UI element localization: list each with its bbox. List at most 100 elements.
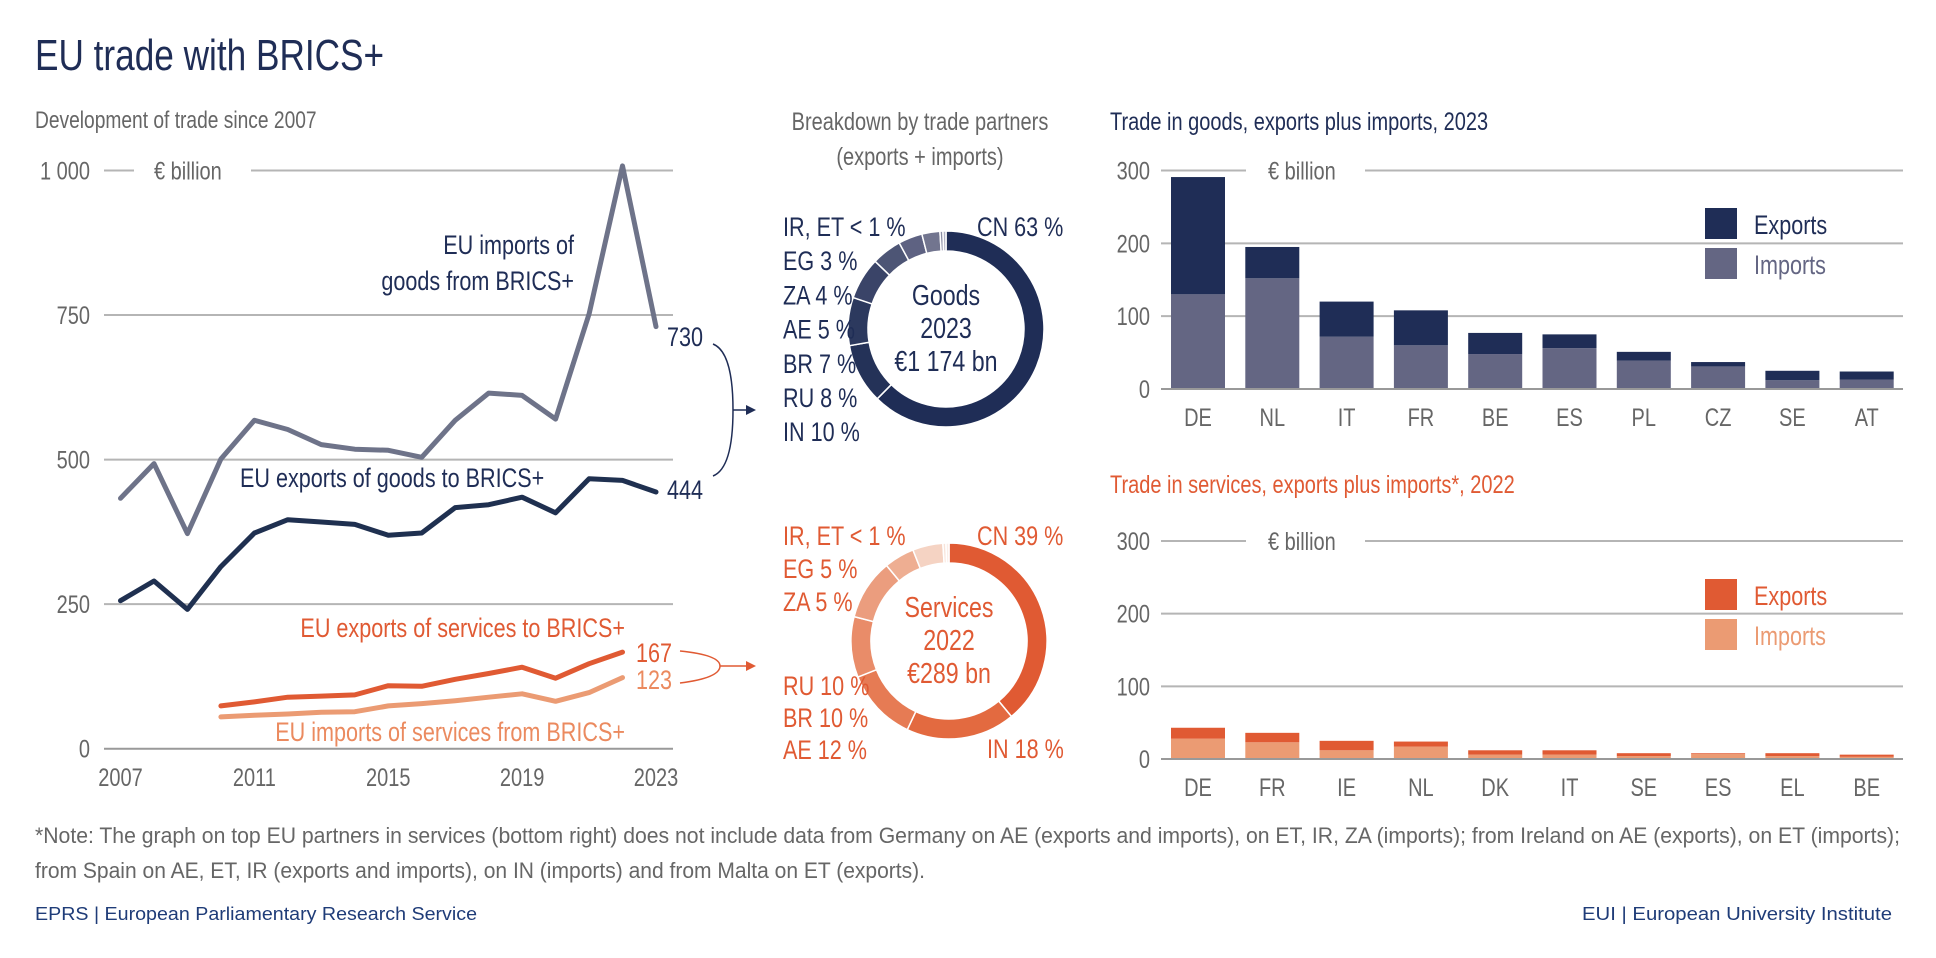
- x-tick-label: FR: [1259, 774, 1286, 802]
- y-tick-label: 200: [1117, 601, 1150, 629]
- y-tick-label: 250: [57, 591, 90, 619]
- donut-center-label: Services: [905, 590, 994, 623]
- bar-imports: [1765, 756, 1820, 759]
- donut-slice-label: RU 8 %: [783, 384, 857, 414]
- donut-title: (exports + imports): [836, 143, 1003, 171]
- legend-swatch-exports: [1705, 208, 1737, 239]
- bar-imports: [1319, 750, 1374, 759]
- bar-exports: [1691, 362, 1746, 367]
- bar-exports: [1839, 754, 1894, 757]
- y-tick-label: 300: [1117, 528, 1150, 556]
- legend-swatch-imports: [1705, 248, 1737, 279]
- page-title: EU trade with BRICS+: [35, 31, 384, 80]
- y-tick-label: 0: [79, 736, 90, 764]
- y-tick-label: 0: [1139, 376, 1150, 404]
- y-tick-label: 200: [1117, 230, 1150, 258]
- donut-center-label: €289 bn: [907, 656, 991, 689]
- arrow-head-icon: [746, 405, 756, 415]
- footer-eprs: EPRS | European Parliamentary Research S…: [35, 904, 477, 924]
- bar-exports: [1319, 301, 1374, 337]
- x-tick-label: IT: [1561, 774, 1579, 802]
- x-tick-label: EL: [1780, 774, 1804, 802]
- x-tick-label: 2015: [366, 764, 410, 792]
- bar-exports: [1542, 334, 1597, 349]
- y-tick-label: 750: [57, 302, 90, 330]
- legend-label: Exports: [1754, 211, 1827, 241]
- legend-label: Exports: [1754, 582, 1827, 612]
- donut-center-label: Goods: [912, 278, 980, 311]
- legend-swatch-exports: [1705, 579, 1737, 610]
- bar-exports: [1393, 310, 1448, 346]
- legend-label: Imports: [1754, 251, 1826, 281]
- footer-eui: EUI | European University Institute: [1582, 904, 1892, 924]
- donut-slice-label: RU 10 %: [783, 672, 869, 702]
- donut-slice-label: BR 7 %: [783, 350, 856, 380]
- donut-slice-label: ZA 5 %: [783, 588, 853, 618]
- donut-slice-label: IR, ET < 1 %: [783, 213, 906, 243]
- bar-exports: [1393, 741, 1448, 747]
- series-label: goods from BRICS+: [381, 267, 574, 297]
- x-tick-label: ES: [1556, 404, 1583, 432]
- footnote-line-1: *Note: The graph on top EU partners in s…: [35, 823, 1900, 848]
- donut-charts: Breakdown by trade partners (exports + im…: [783, 108, 1064, 766]
- bar-imports: [1171, 294, 1225, 389]
- bar-imports: [1839, 379, 1894, 389]
- bar-imports: [1691, 753, 1746, 759]
- bar-imports: [1393, 345, 1448, 389]
- y-tick-label: 300: [1117, 157, 1150, 185]
- donut-slice-ru: [853, 564, 901, 623]
- bar-charts: Trade in goods, exports plus imports, 20…: [1110, 108, 1903, 802]
- y-tick-label: 500: [57, 447, 90, 475]
- y-tick-label: 1 000: [40, 157, 90, 185]
- x-tick-label: BE: [1482, 404, 1509, 432]
- bar-imports: [1468, 754, 1523, 759]
- end-value-label: 730: [667, 323, 703, 353]
- y-tick-label: 0: [1139, 746, 1150, 774]
- bar-imports: [1839, 756, 1894, 759]
- y-tick-label: 100: [1117, 673, 1150, 701]
- bar-exports: [1691, 753, 1746, 754]
- donut-center-label: €1 174 bn: [894, 344, 997, 377]
- services-bracket: [679, 650, 721, 684]
- end-value-label: 444: [667, 476, 703, 506]
- x-tick-label: 2019: [500, 764, 544, 792]
- bar-chart-title: Trade in goods, exports plus imports, 20…: [1110, 108, 1488, 136]
- x-tick-label: ES: [1705, 774, 1732, 802]
- x-tick-label: 2023: [634, 764, 678, 792]
- goods-bracket: [712, 343, 734, 477]
- x-tick-label: 2011: [233, 764, 276, 792]
- donut-slice-label: AE 5 %: [783, 315, 855, 345]
- donut-slice-label: AE 12 %: [783, 736, 867, 766]
- bar-exports: [1839, 371, 1894, 380]
- x-tick-label: DE: [1184, 404, 1212, 432]
- x-tick-label: SE: [1779, 404, 1806, 432]
- end-value-label: 123: [636, 666, 672, 696]
- donut-slice-label: BR 10 %: [783, 704, 868, 734]
- x-tick-label: PL: [1632, 404, 1656, 432]
- x-tick-label: DE: [1184, 774, 1212, 802]
- donut-center-label: 2022: [923, 623, 975, 656]
- bar-imports: [1542, 754, 1597, 759]
- y-tick-label: 100: [1117, 303, 1150, 331]
- bar-imports: [1691, 366, 1746, 389]
- x-tick-label: NL: [1408, 774, 1434, 802]
- bar-exports: [1245, 246, 1300, 279]
- bar-imports: [1616, 360, 1671, 389]
- donut-slice-cn: [876, 230, 1045, 428]
- x-tick-label: BE: [1853, 774, 1880, 802]
- bar-imports: [1171, 738, 1225, 759]
- legend-swatch-imports: [1705, 619, 1737, 650]
- donut-slice-in: [906, 700, 1013, 740]
- x-tick-label: NL: [1260, 404, 1286, 432]
- x-tick-label: DK: [1481, 774, 1509, 802]
- donut-slice-label: IR, ET < 1 %: [783, 522, 906, 552]
- footnote-line-2: from Spain on AE, ET, IR (exports and im…: [35, 858, 925, 883]
- series-label: EU imports of services from BRICS+: [275, 718, 625, 748]
- bar-exports: [1171, 727, 1225, 739]
- series-label: EU imports of: [443, 231, 574, 261]
- bar-exports: [1468, 332, 1523, 355]
- x-tick-label: IE: [1337, 774, 1356, 802]
- x-tick-label: 2007: [98, 764, 142, 792]
- bar-exports: [1616, 351, 1671, 361]
- line-chart-subtitle: Development of trade since 2007: [35, 106, 317, 134]
